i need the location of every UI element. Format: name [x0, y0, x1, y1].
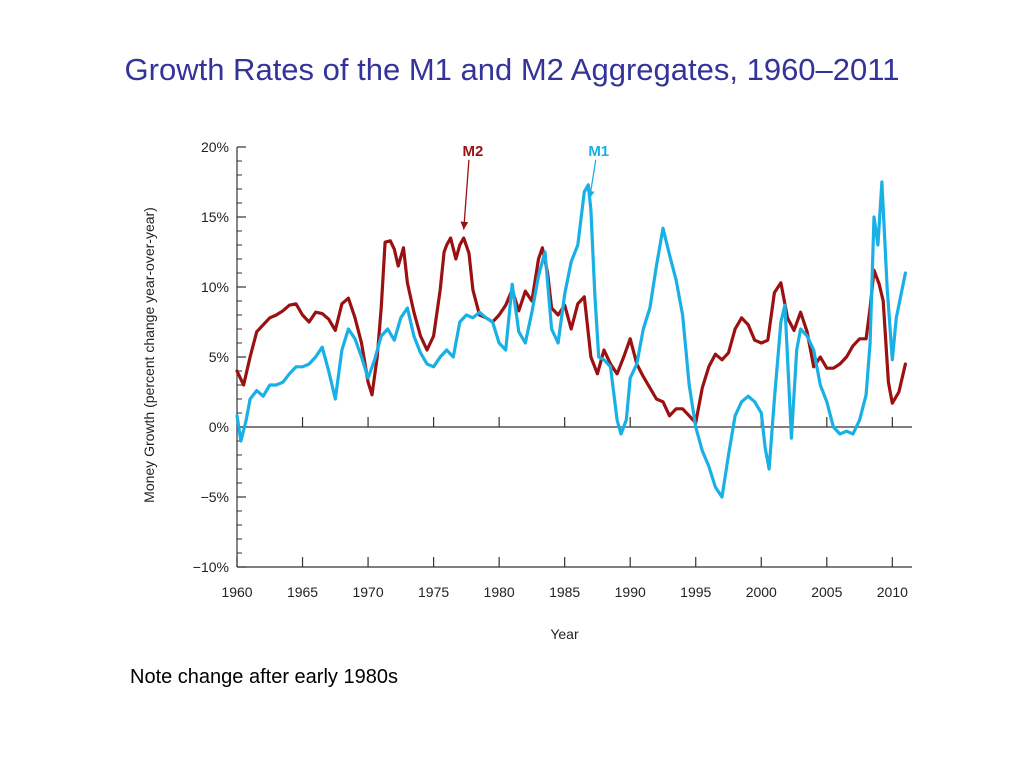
series-arrow-m1	[586, 159, 597, 199]
x-tick-label: 2005	[811, 584, 842, 600]
x-axis: 1960 1965 1970 1975 1980 1985 1990 1995 2000 2005…	[221, 417, 912, 600]
x-tick-label: 1960	[221, 584, 252, 600]
y-tick-label: 0%	[209, 419, 229, 435]
note-text: Note change after early 1980s	[130, 666, 398, 688]
y-tick-label: 10%	[201, 279, 229, 295]
x-tick-label: 1985	[549, 584, 580, 600]
series-line-m2	[235, 236, 907, 425]
x-tick-label: 1995	[680, 584, 711, 600]
y-tick-label: 15%	[201, 209, 229, 225]
x-tick-label: 1980	[484, 584, 515, 600]
slide-title: Growth Rates of the M1 and M2 Aggregates…	[124, 52, 900, 87]
x-tick-label: 1990	[615, 584, 646, 600]
x-tick-label: 2010	[877, 584, 908, 600]
series-labels: M2 M1	[460, 143, 609, 230]
series-layer	[235, 180, 907, 499]
y-axis: −10% −5% 0% 5% 10% 15% 20%	[193, 139, 246, 575]
x-tick-label: 2000	[746, 584, 777, 600]
x-tick-label: 1975	[418, 584, 449, 600]
series-label-m2: M2	[463, 143, 484, 160]
y-tick-label: −5%	[201, 489, 229, 505]
x-tick-label: 1970	[352, 584, 383, 600]
series-line-m1	[235, 180, 907, 499]
chart: −10% −5% 0% 5% 10% 15% 20% 1960 1965 1970 1975 198…	[141, 139, 912, 642]
y-tick-label: 5%	[209, 349, 229, 365]
y-axis-title: Money Growth (percent change year-over-y…	[141, 207, 157, 503]
x-axis-title: Year	[550, 626, 579, 642]
x-tick-label: 1965	[287, 584, 318, 600]
series-arrow-m2	[460, 159, 470, 230]
series-label-m1: M1	[588, 143, 609, 160]
y-tick-label: 20%	[201, 139, 229, 155]
y-tick-label: −10%	[193, 559, 229, 575]
